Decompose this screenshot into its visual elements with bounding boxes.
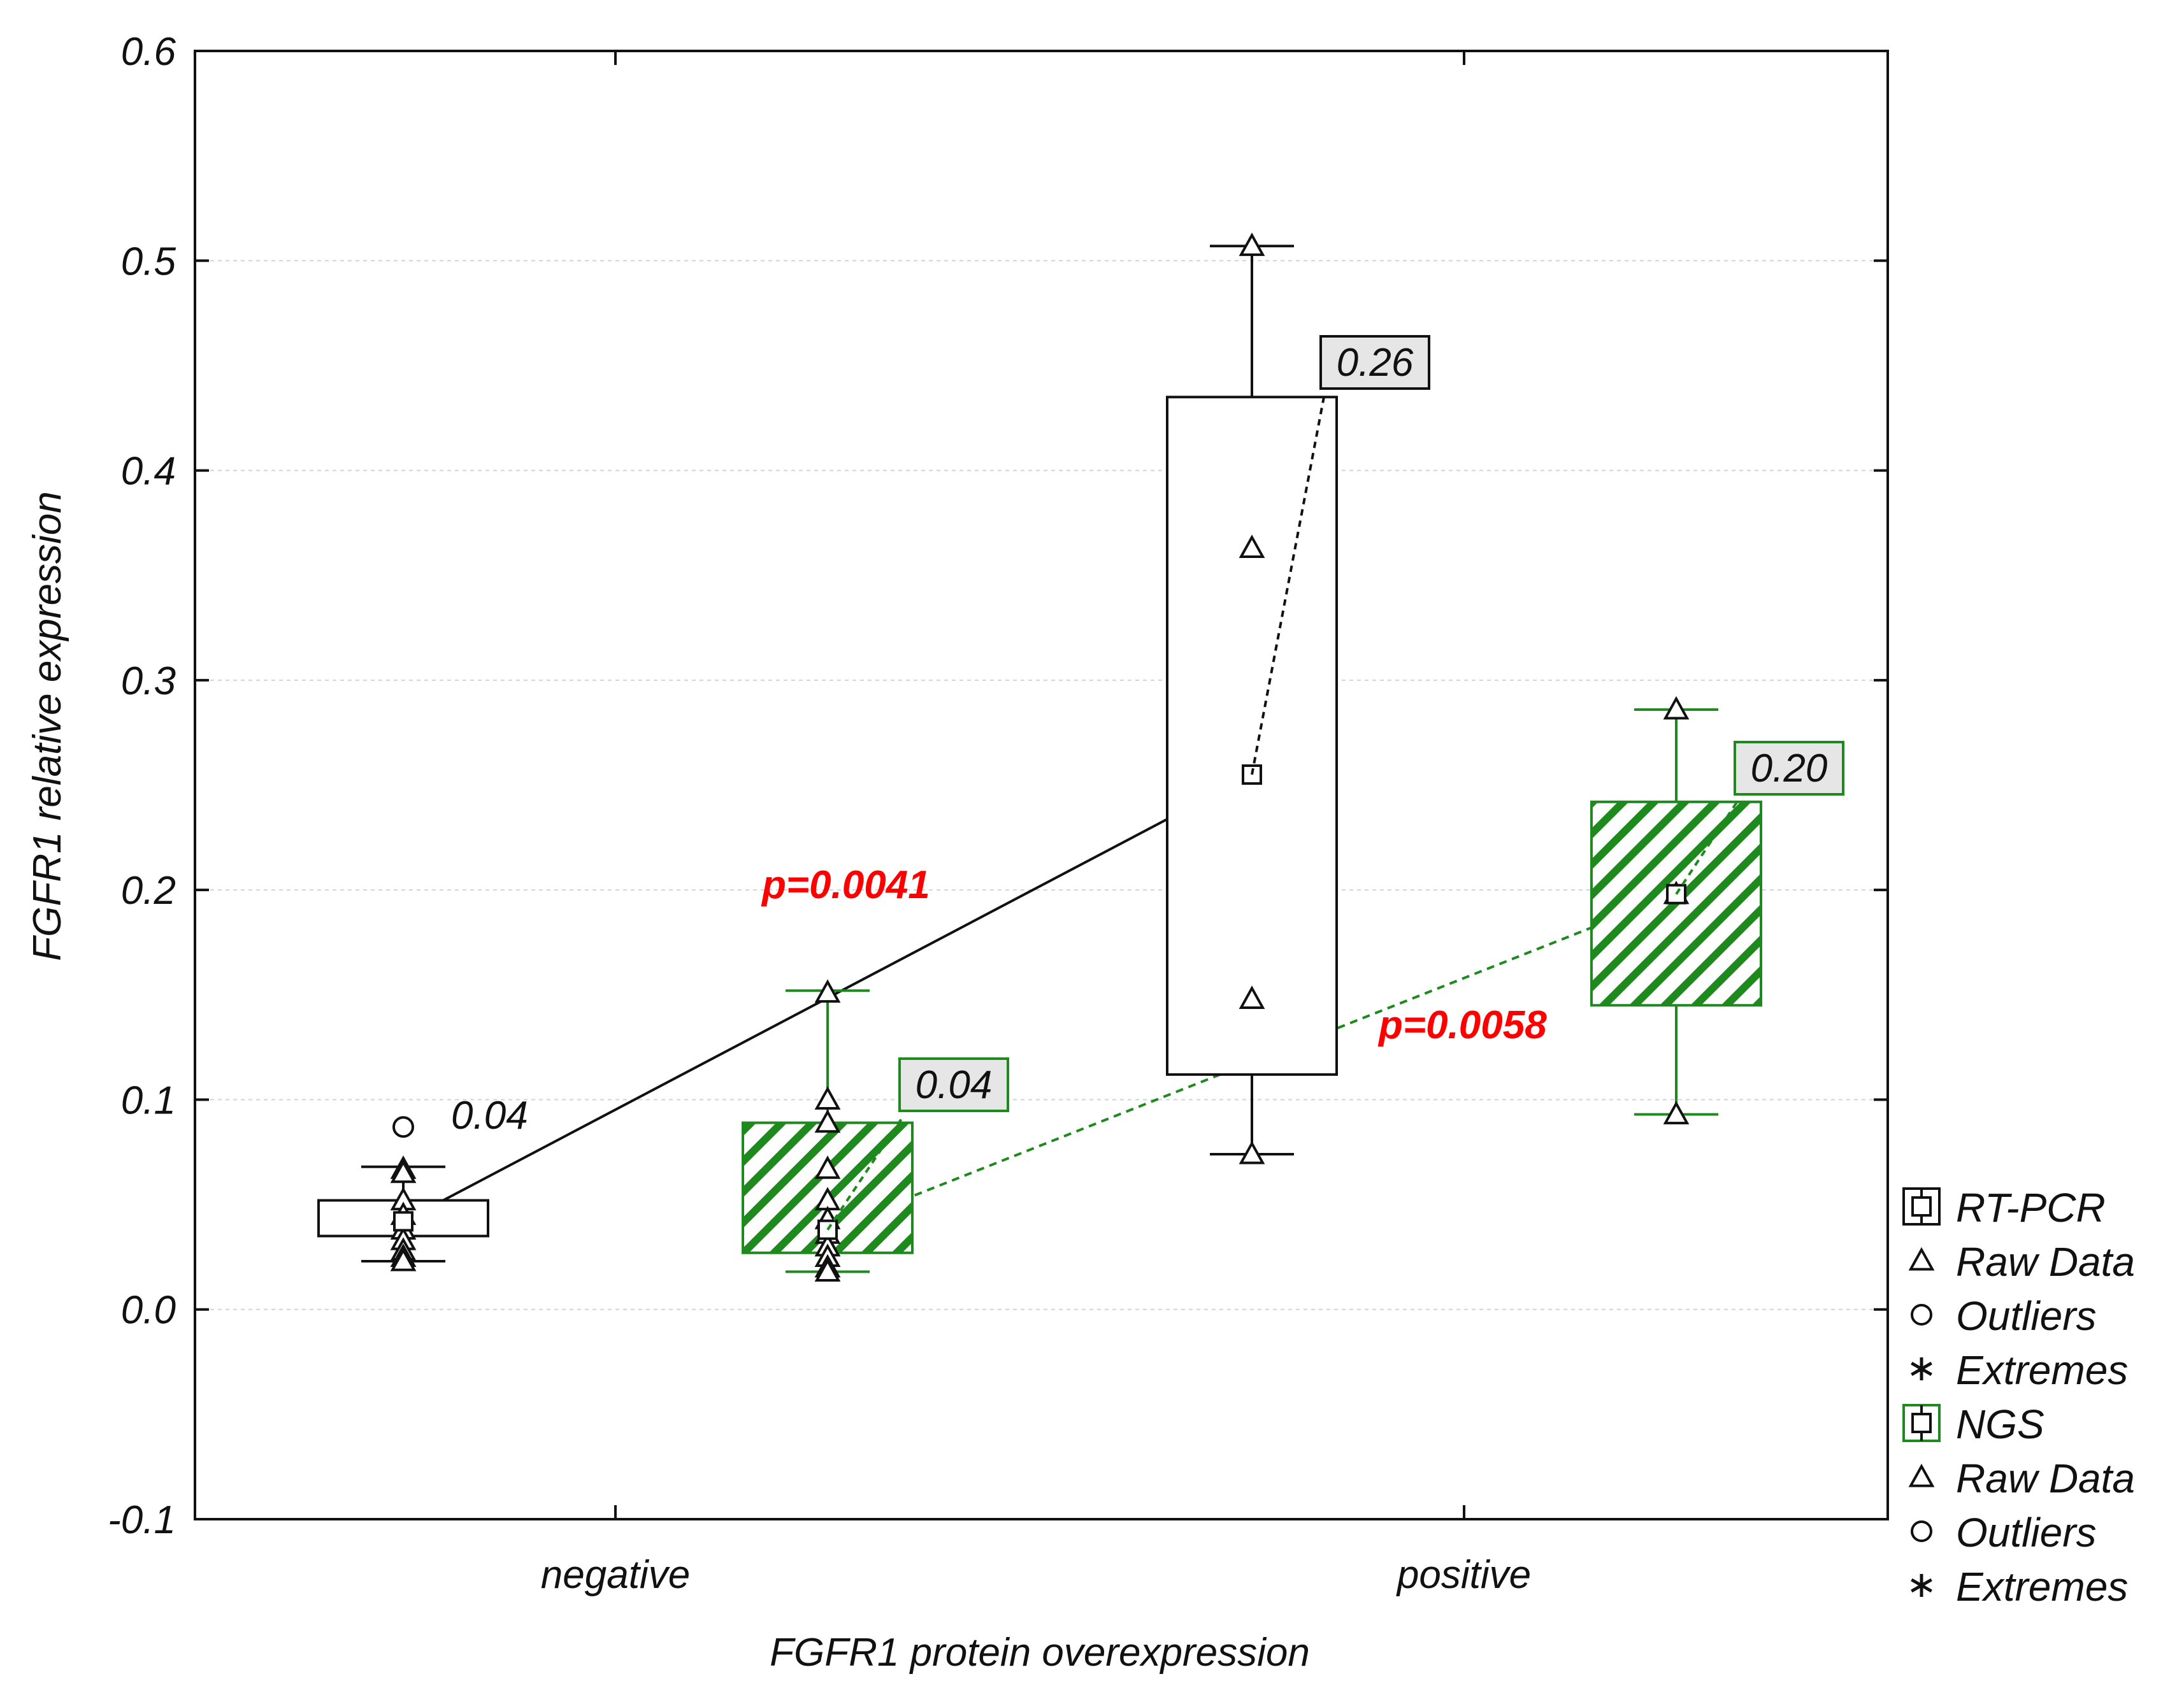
- legend-label: Outliers: [1956, 1510, 2097, 1555]
- plot-border: [194, 50, 1889, 1520]
- p-value-label: p=0.0058: [1377, 1003, 1547, 1047]
- p-value-labels: p=0.0041 p=0.0058: [761, 863, 1547, 1047]
- x-axis: negative positive: [541, 51, 1531, 1597]
- legend-asterisk-icon: [1911, 1574, 1932, 1597]
- raw-data-point: [1239, 985, 1265, 1009]
- outlier-point: [392, 1116, 414, 1138]
- annotation-text: 0.04: [451, 1094, 528, 1138]
- legend-label: NGS: [1956, 1401, 2044, 1447]
- raw-data-point: [1663, 1101, 1690, 1125]
- legend-label: Outliers: [1956, 1293, 2097, 1339]
- annotation-box: [1734, 741, 1844, 796]
- median-annotations: 0.04 0.26 0.04 0.20: [451, 335, 1844, 1231]
- legend-item: Extremes: [1911, 1564, 2128, 1610]
- p-value-label: p=0.0041: [761, 863, 930, 907]
- y-axis-title: FGFR1 relative expression: [25, 491, 69, 961]
- annotation-box: [1319, 335, 1430, 390]
- legend-label: Extremes: [1956, 1564, 2128, 1610]
- x-category-label: negative: [541, 1553, 690, 1597]
- box-group-ngs-negative: [742, 979, 914, 1282]
- legend: RT-PCR Raw Data Outliers Extremes NGS Raw Dat…: [1902, 1185, 2135, 1610]
- plot-frame: [194, 50, 1889, 1520]
- legend-circle-icon: [1911, 1520, 1932, 1542]
- y-tick-label: 0.4: [121, 450, 176, 494]
- median-marker: [393, 1211, 413, 1232]
- raw-data-point: [1663, 696, 1690, 720]
- raw-data-point: [390, 1159, 417, 1184]
- legend-item: Outliers: [1911, 1510, 2097, 1555]
- y-tick-label: 0.6: [121, 30, 176, 74]
- raw-data-point: [814, 979, 841, 1003]
- annotation-leader: [1675, 798, 1740, 895]
- y-tick-label: 0.1: [121, 1078, 176, 1122]
- annotation-text: 0.20: [1751, 747, 1828, 790]
- median-annotation: 0.04: [826, 1057, 1009, 1231]
- annotation-box: [898, 1057, 1009, 1112]
- box-groups: [317, 232, 1762, 1282]
- median-annotation: 0.26: [1251, 335, 1430, 775]
- legend-circle-icon: [1911, 1304, 1932, 1326]
- box-group-ngs-positive: [1590, 696, 1762, 1125]
- legend-item: NGS: [1902, 1401, 2044, 1447]
- x-axis-title: FGFR1 protein overexpression: [770, 1631, 1310, 1675]
- median-annotation: 0.20: [1675, 741, 1844, 895]
- raw-data-point: [1239, 232, 1265, 256]
- raw-data-point: [814, 1109, 841, 1133]
- y-tick-label: 0.3: [121, 659, 176, 703]
- legend-item: Raw Data: [1908, 1239, 2135, 1285]
- legend-label: Raw Data: [1956, 1455, 2135, 1501]
- box-group-rt-pcr-positive: [1166, 232, 1338, 1164]
- raw-data-point: [814, 1086, 841, 1110]
- y-tick-label: -0.1: [108, 1498, 176, 1542]
- raw-data-point: [1239, 1140, 1265, 1164]
- raw-data-point: [814, 1155, 841, 1179]
- median-annotation: 0.04: [451, 1094, 528, 1138]
- box-group-rt-pcr-negative: [317, 1116, 489, 1271]
- legend-item: RT-PCR: [1902, 1185, 2106, 1231]
- annotation-leader: [1251, 393, 1326, 775]
- median-trend-lines: [403, 773, 1677, 1231]
- legend-item: Outliers: [1911, 1293, 2097, 1339]
- legend-triangle-icon: [1908, 1247, 1935, 1271]
- gridlines: [195, 50, 1888, 1520]
- legend-label: Raw Data: [1956, 1239, 2135, 1285]
- y-tick-label: 0.5: [121, 240, 176, 283]
- legend-label: Extremes: [1956, 1347, 2128, 1393]
- iqr-box: [1166, 396, 1338, 1076]
- legend-item: Extremes: [1911, 1347, 2128, 1393]
- legend-median-icon: [1911, 1413, 1932, 1433]
- y-tick-label: 0.2: [121, 869, 176, 913]
- annotation-text: 0.04: [916, 1063, 993, 1107]
- raw-data-point: [814, 1258, 841, 1282]
- legend-asterisk-icon: [1911, 1357, 1932, 1380]
- annotation-text: 0.26: [1337, 341, 1414, 385]
- x-category-label: positive: [1396, 1553, 1531, 1597]
- raw-data-point: [1239, 534, 1265, 559]
- y-axis: -0.1 0.0 0.1 0.2 0.3 0.4 0.5 0.6: [108, 30, 1888, 1542]
- y-tick-label: 0.0: [121, 1289, 176, 1333]
- legend-label: RT-PCR: [1956, 1185, 2106, 1231]
- legend-median-icon: [1911, 1196, 1932, 1217]
- raw-data-point: [390, 1247, 417, 1271]
- legend-triangle-icon: [1908, 1463, 1935, 1487]
- legend-item: Raw Data: [1908, 1455, 2135, 1501]
